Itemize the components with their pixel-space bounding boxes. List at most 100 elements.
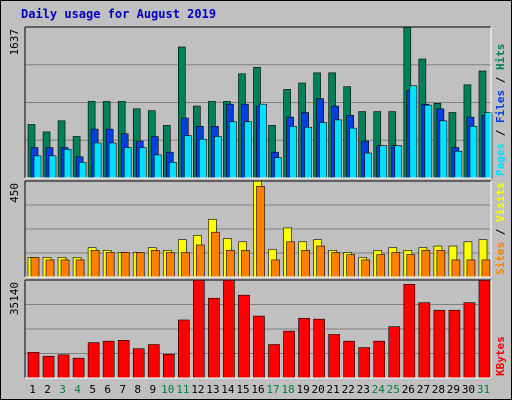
visits-ymax-label: 450 [8,183,21,203]
kbytes-bar-kbytes [283,330,295,379]
x-tick-label: 4 [74,383,81,396]
visits-bar-sites [241,250,250,278]
visits-bar-sites [75,259,85,278]
hits-bar-pages [63,149,72,179]
hits-legend: Pages / Files / Hits [494,44,507,177]
hits-bar-pages [229,121,237,179]
visits-panel: 450 Sites / Visits [8,180,507,278]
kbytes-bar-kbytes [403,283,416,379]
kbytes-bar-kbytes [238,294,250,379]
x-tick-label: 24 [372,383,386,396]
kbytes-bar-kbytes [162,353,175,379]
x-tick-label: 13 [206,383,219,396]
kbytes-bar-kbytes [343,340,355,379]
kbytes-bar-kbytes [358,347,371,379]
hits-bar-pages [274,157,282,179]
visits-bar-sites [196,244,205,278]
kbytes-bar-kbytes [147,344,160,379]
kbytes-bar-kbytes [268,344,280,379]
visits-bar-sites [30,257,40,278]
visits-bar-sites [105,252,115,278]
x-tick-label: 11 [176,383,189,396]
kbytes-bar-kbytes [117,340,130,379]
kbytes-bar-kbytes [298,318,310,379]
kbytes-bar-kbytes [27,352,40,379]
x-tick-label: 22 [342,383,355,396]
kbytes-bar-kbytes [313,318,325,379]
visits-bar-sites [436,250,446,278]
kbytes-ymax-label: 35140 [8,282,21,315]
kbytes-bar-kbytes [448,309,461,379]
kbytes-bar-kbytes [478,279,491,379]
kbytes-bar-kbytes [328,334,340,379]
hits-bar-pages [349,127,357,179]
kbytes-bar-kbytes [132,348,145,379]
x-tick-label: 9 [149,383,156,396]
visits-bar-sites [165,252,175,278]
hits-bar-pages [304,126,312,179]
x-tick-label: 30 [462,383,475,396]
hits-bar-pages [334,119,342,179]
hits-panel: 1637 Pages / Files / Hits [8,26,507,179]
visits-bar-sites [45,259,55,278]
x-tick-label: 17 [266,383,279,396]
visits-bar-sites [346,254,355,278]
visits-bar-sites [150,250,160,278]
visits-bar-sites [271,259,280,278]
kbytes-panel: 35140 KBytes [8,279,507,379]
hits-bar-pages [424,104,433,179]
visits-bar-sites [226,250,235,278]
hits-bar-pages [153,154,162,179]
visits-bar-sites [466,259,476,278]
visits-legend-separator: / [494,222,507,242]
hits-bar-pages [184,135,192,179]
x-axis-labels: 1 2 3 4 5 6 7 8 9 10 11 12 13 14 15 16 17 18 19 20 21 22 23 24 2… [29,383,490,396]
x-tick-label: 14 [221,383,235,396]
hits-bar-pages [78,162,87,179]
visits-bar-sites [60,259,70,278]
visits-bar-sites [120,252,130,278]
visits-bar-sites [90,250,100,278]
visits-bar-sites [211,231,220,278]
x-tick-label: 5 [89,383,96,396]
kbytes-bar-kbytes [87,342,100,379]
kbytes-bar-kbytes [72,357,85,379]
hits-legend-hits: Hits [494,44,507,71]
visits-bar-sites [286,241,295,278]
hits-bar-pages [199,138,207,179]
hits-bar-pages [33,155,42,179]
hits-bar-pages [168,162,177,179]
kbytes-bar-kbytes [178,319,190,379]
visits-bar-sites [301,250,310,278]
kbytes-legend: KBytes [494,336,507,376]
hits-bar-pages [439,120,448,179]
visits-bar-sites [421,250,431,278]
x-tick-label: 28 [432,383,445,396]
hits-bar-pages [48,155,57,179]
hits-bar-pages [93,142,102,179]
visits-bar-sites [316,245,325,278]
visits-legend-visits: Visits [494,182,507,222]
visits-bar-sites [361,259,371,278]
x-tick-label: 20 [312,383,325,396]
visits-bar-sites [256,186,265,278]
hits-bar-pages [289,126,297,179]
visits-bar-sites [181,252,190,278]
visits-bar-sites [331,252,340,278]
x-tick-label: 7 [119,383,126,396]
visits-bar-sites [376,254,386,278]
x-tick-label: 27 [417,383,430,396]
kbytes-bar-kbytes [208,297,220,379]
kbytes-bar-kbytes [57,354,70,379]
visits-legend-sites: Sites [494,242,507,275]
x-tick-label: 10 [161,383,174,396]
visits-bar-sites [451,259,461,278]
kbytes-bar-kbytes [418,302,431,379]
hits-bar-pages [379,145,388,179]
x-tick-label: 31 [477,383,490,396]
x-tick-label: 19 [296,383,309,396]
x-tick-label: 18 [281,383,294,396]
x-tick-label: 15 [236,383,249,396]
x-tick-label: 29 [447,383,460,396]
